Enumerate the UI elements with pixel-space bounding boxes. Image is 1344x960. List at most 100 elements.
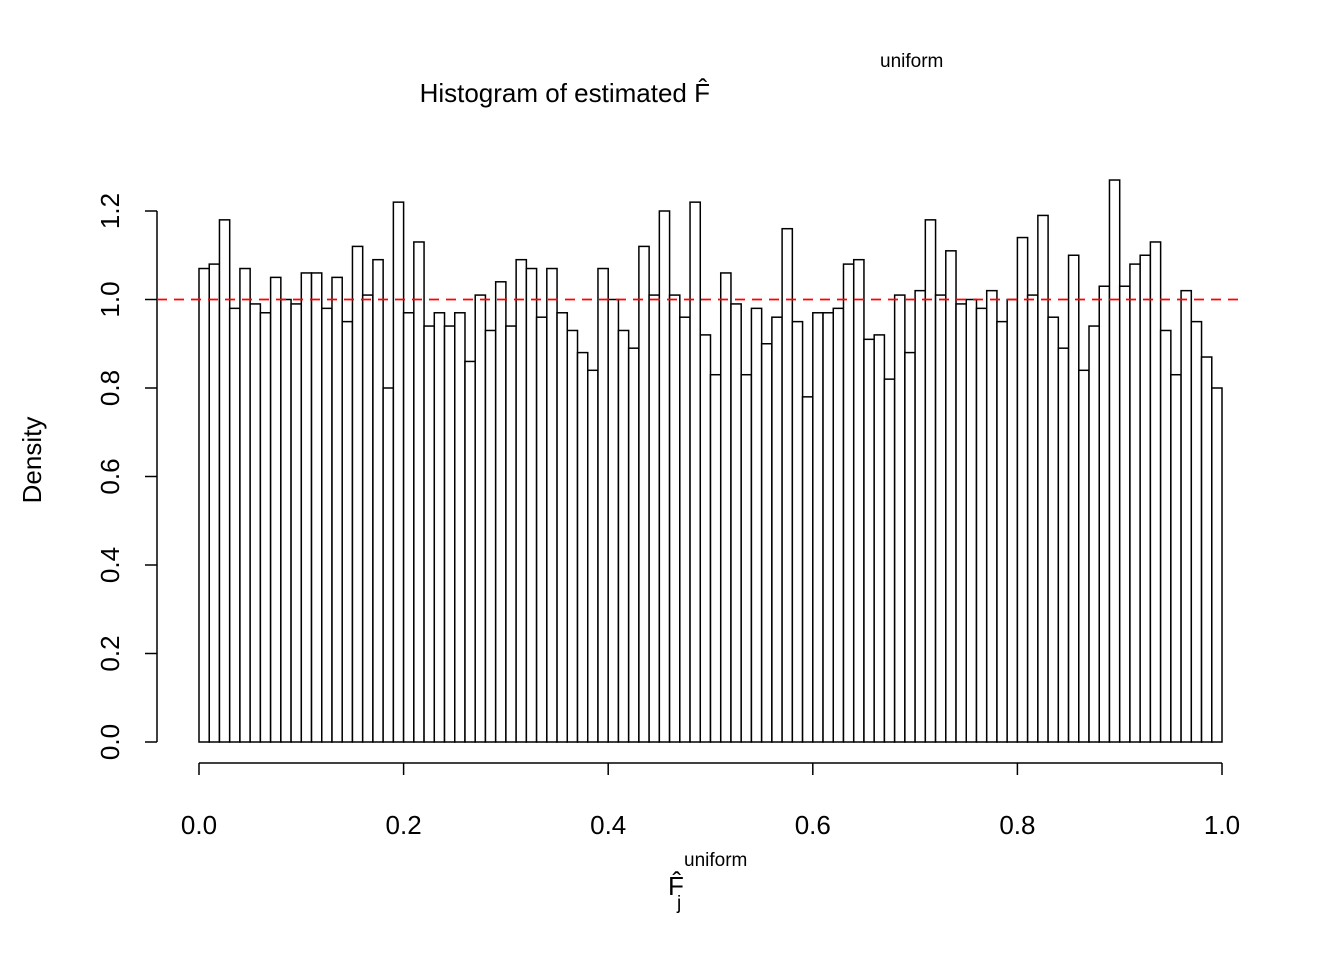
bar — [484, 329, 497, 743]
y-tick-label: 0.2 — [95, 635, 125, 671]
bar — [945, 250, 957, 743]
y-tick-label: 0.0 — [95, 724, 125, 760]
bar — [1139, 254, 1152, 743]
bar — [586, 369, 599, 743]
bar — [750, 307, 763, 743]
y-tick-label: 0.4 — [95, 547, 125, 583]
bar — [597, 267, 609, 743]
bar — [1067, 254, 1080, 743]
bar — [1037, 214, 1049, 743]
bar — [341, 320, 354, 743]
x-tick-label: 1.0 — [1204, 810, 1240, 840]
bar — [505, 325, 517, 743]
y-tick-label: 1.0 — [95, 281, 125, 317]
y-tick-label: 1.2 — [95, 193, 125, 229]
bar — [474, 294, 487, 743]
bar — [709, 373, 722, 743]
bar — [1180, 289, 1193, 743]
bar — [249, 303, 262, 743]
x-axis-label-superscript: uniform — [684, 850, 747, 871]
x-tick-label: 0.4 — [590, 810, 626, 840]
bar — [515, 258, 528, 743]
bar — [259, 312, 272, 743]
bar — [239, 267, 251, 743]
bar — [280, 298, 292, 743]
bar — [1149, 241, 1162, 743]
bar — [730, 303, 742, 743]
bar — [740, 373, 753, 743]
x-tick-label: 0.6 — [795, 810, 831, 840]
bar — [842, 263, 855, 743]
bar — [494, 281, 507, 743]
bar — [218, 219, 231, 743]
bar — [402, 312, 415, 743]
bar — [1170, 373, 1182, 743]
bar — [1088, 325, 1100, 743]
bar — [1006, 298, 1019, 743]
bar — [699, 334, 712, 743]
bar — [893, 294, 906, 743]
bar — [464, 360, 476, 743]
bar — [904, 351, 916, 743]
bar — [1047, 316, 1060, 743]
bar — [965, 298, 978, 743]
bar — [546, 267, 558, 743]
bar — [1190, 320, 1203, 743]
bar — [372, 258, 384, 743]
bar — [556, 312, 569, 743]
x-axis-label-subscript: j — [676, 893, 681, 914]
bar — [719, 272, 732, 743]
x-tick-label: 0.8 — [999, 810, 1035, 840]
bar — [689, 201, 702, 743]
bar — [771, 316, 783, 743]
bar — [975, 307, 988, 743]
bar — [1129, 263, 1141, 743]
x-tick-label: 0.2 — [386, 810, 422, 840]
x-tick-label: 0.0 — [181, 810, 217, 840]
bar — [331, 276, 343, 743]
bar — [525, 267, 538, 743]
bar — [822, 312, 835, 743]
bar — [1026, 294, 1039, 743]
bar — [801, 396, 814, 743]
bar — [423, 325, 436, 743]
y-tick-label: 0.6 — [95, 458, 125, 494]
bar — [914, 289, 927, 743]
bar — [443, 325, 456, 743]
bar — [679, 316, 691, 743]
bar — [382, 387, 395, 743]
bar — [413, 241, 425, 743]
y-tick-label: 0.8 — [95, 370, 125, 406]
bar — [1078, 369, 1090, 743]
bar — [198, 267, 210, 743]
bar — [1016, 236, 1029, 743]
chart-title: Histogram of estimated F̂ — [420, 78, 710, 108]
bar — [832, 307, 845, 743]
bar — [658, 210, 671, 743]
bar — [955, 303, 968, 743]
bar — [566, 329, 579, 743]
bar — [617, 329, 630, 743]
bar — [985, 289, 998, 743]
bar — [392, 201, 405, 743]
bar — [300, 272, 313, 743]
bar — [321, 307, 333, 743]
bar — [1108, 179, 1121, 743]
bar — [535, 316, 548, 743]
bar — [863, 338, 875, 743]
x-axis-label: F̂ — [668, 871, 684, 901]
bar — [228, 307, 241, 743]
bar — [351, 245, 364, 743]
bar — [1211, 387, 1223, 743]
bar — [852, 258, 865, 743]
bar — [924, 219, 937, 743]
bar — [269, 276, 282, 743]
bar — [648, 294, 661, 743]
bar — [627, 347, 640, 743]
bar — [208, 263, 221, 743]
bar — [310, 272, 323, 743]
bar — [791, 320, 804, 743]
bar — [361, 294, 374, 743]
bar — [812, 312, 824, 743]
